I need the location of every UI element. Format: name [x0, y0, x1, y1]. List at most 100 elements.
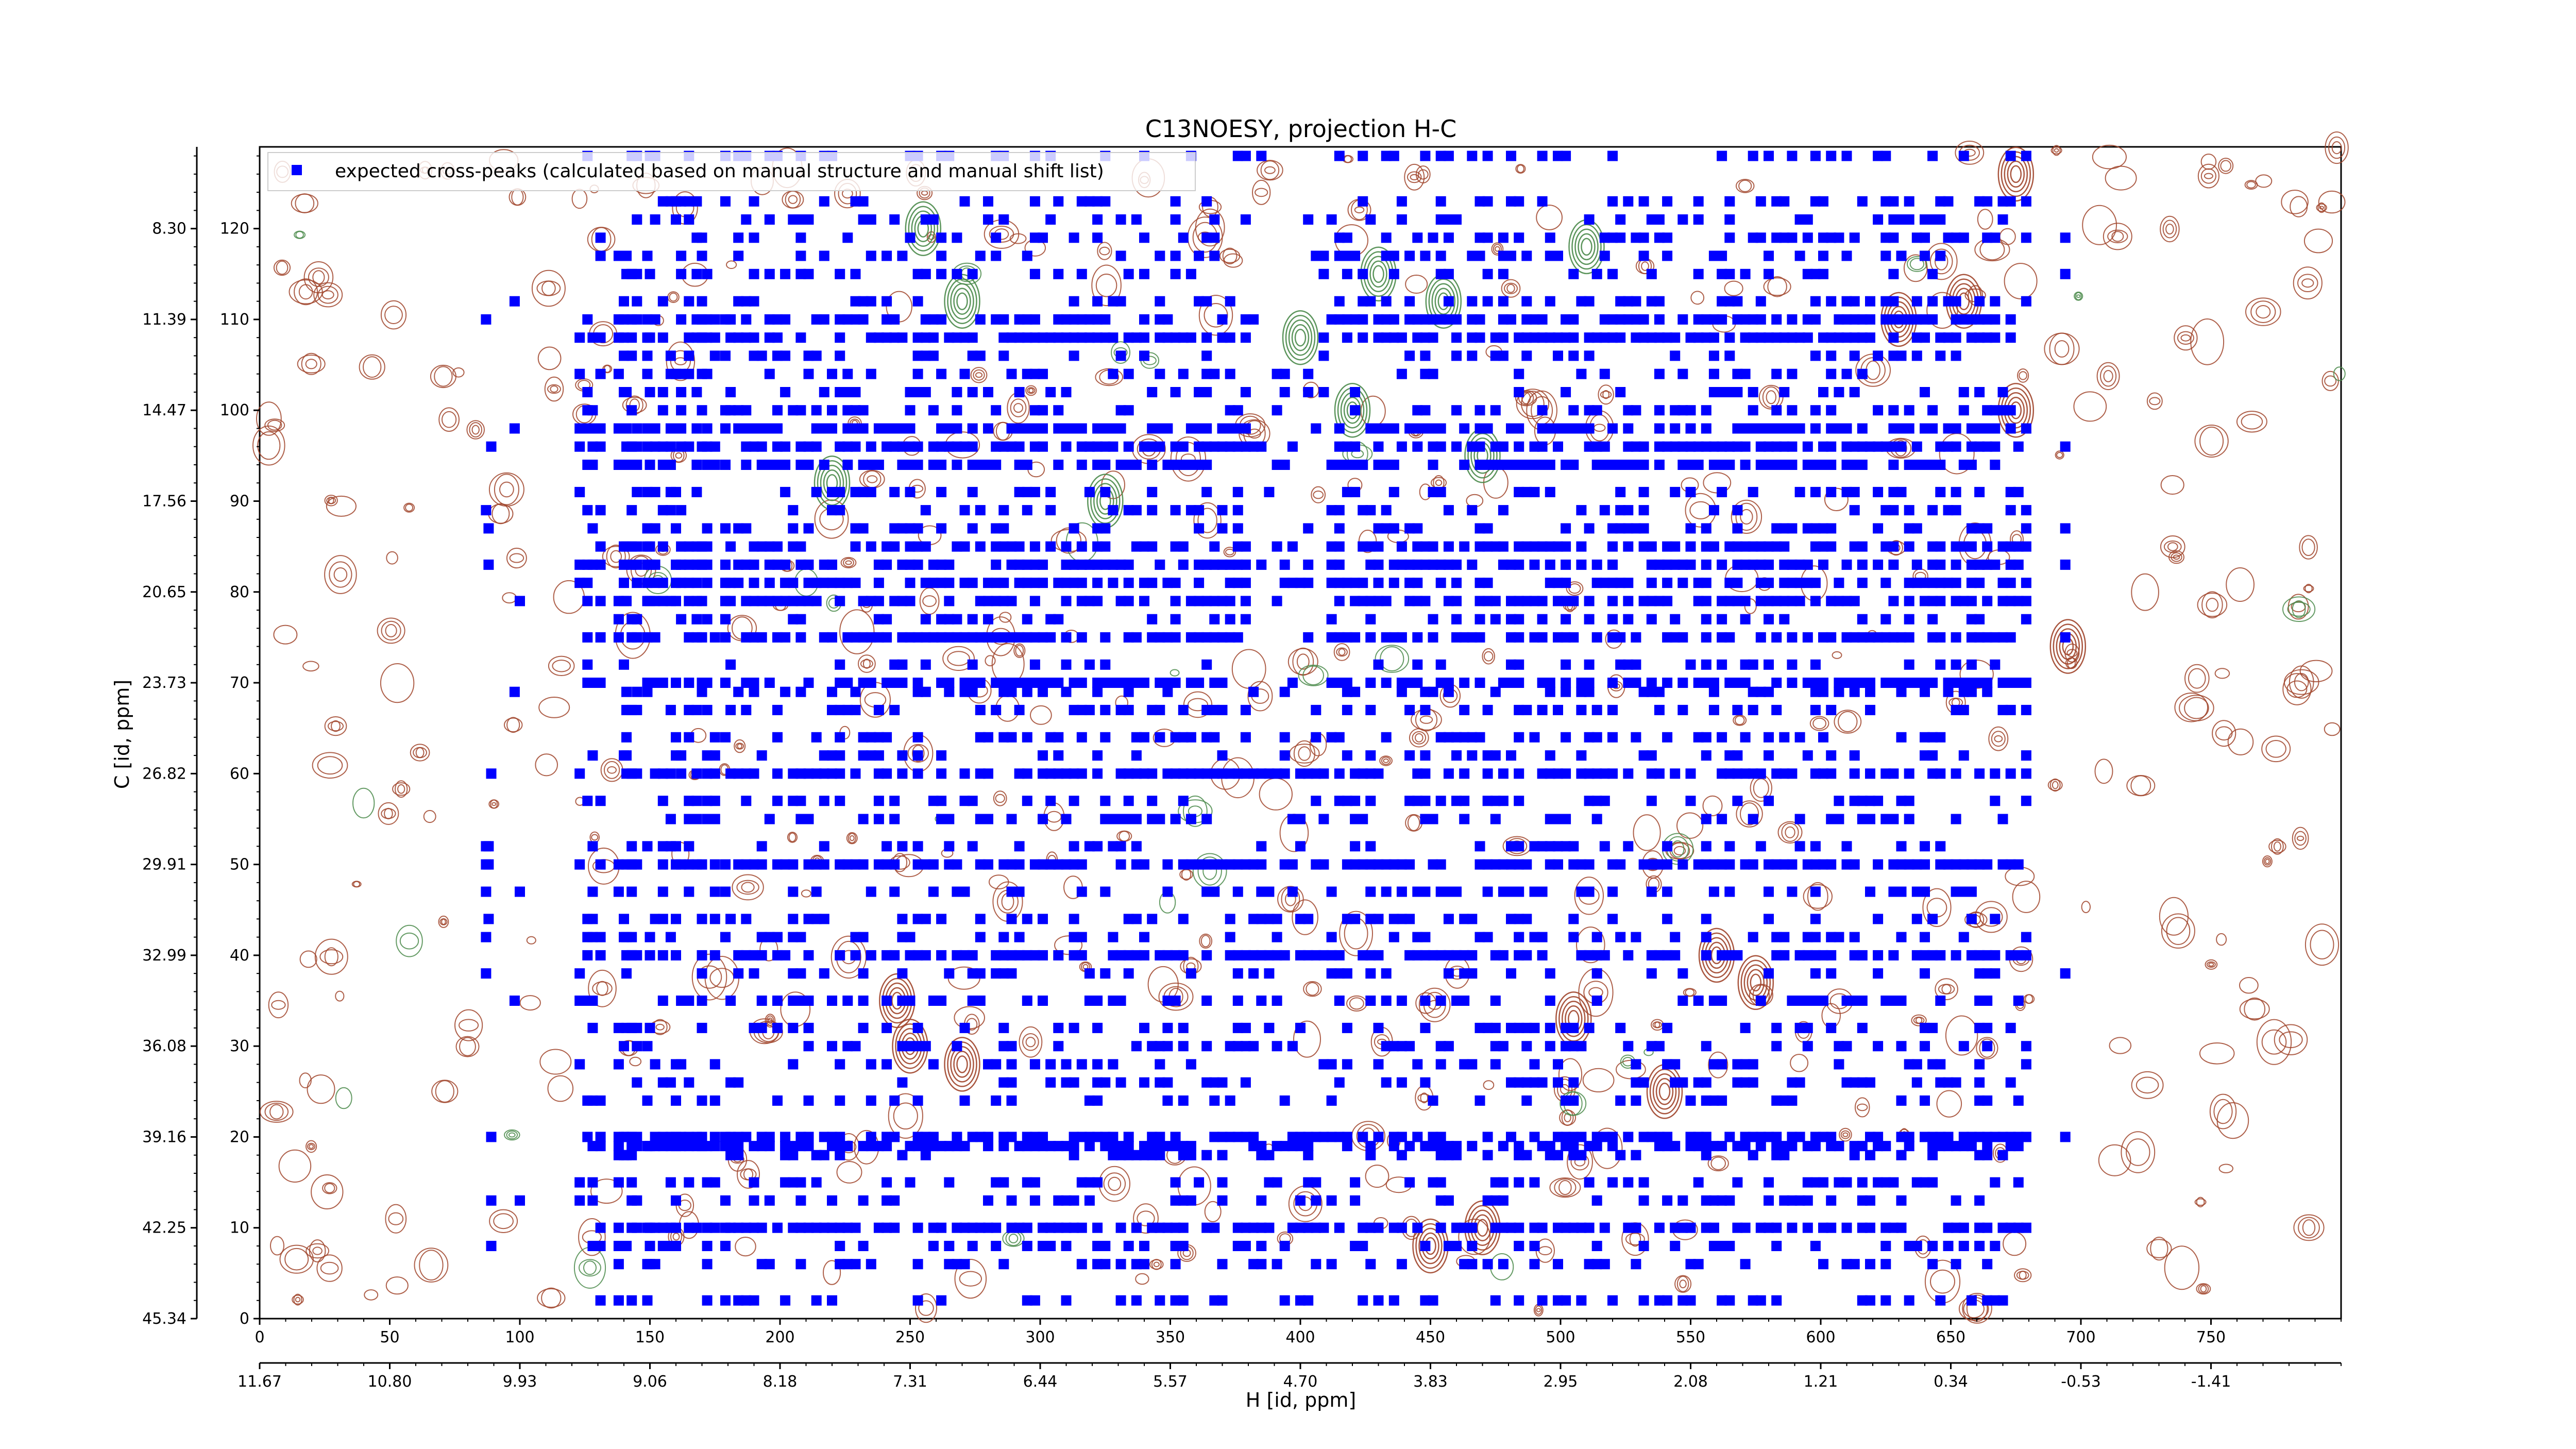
cross-peak-marker — [697, 296, 707, 307]
cross-peak-marker — [1076, 460, 1087, 470]
cross-peak-marker — [897, 914, 908, 924]
contour-ring — [403, 502, 415, 513]
cross-peak-marker — [665, 350, 676, 361]
cross-peak-marker — [1443, 768, 1454, 779]
cross-peak-marker — [1412, 578, 1423, 588]
cross-peak-marker — [1131, 1295, 1142, 1306]
contour-ring — [2001, 151, 2031, 197]
cross-peak-marker — [1514, 632, 1524, 643]
cross-peak-marker — [835, 578, 845, 588]
contour-ring — [2289, 665, 2314, 699]
cross-peak-marker — [1092, 1222, 1103, 1233]
cross-peak-marker — [1545, 1141, 1555, 1152]
cross-peak-marker — [1670, 423, 1681, 434]
cross-peak-marker — [944, 1141, 955, 1152]
contour-ring — [2304, 923, 2340, 966]
cross-peak-marker — [1443, 232, 1454, 243]
cross-peak-marker — [1022, 768, 1032, 779]
cross-peak-marker — [1724, 632, 1735, 643]
contour-ring — [1558, 1058, 1583, 1091]
cross-peak-marker — [1279, 1241, 1290, 1251]
cross-peak-marker — [1240, 578, 1251, 588]
cross-peak-marker — [858, 460, 869, 470]
cross-peak-marker — [944, 559, 955, 570]
cross-peak-marker — [595, 541, 606, 552]
cross-peak-marker — [1568, 1077, 1579, 1088]
cross-peak-marker — [756, 950, 767, 961]
cross-peak-marker — [684, 350, 694, 361]
cross-peak-marker — [1388, 460, 1399, 470]
cross-peak-marker — [671, 1095, 681, 1106]
cross-peak-marker — [1537, 1077, 1548, 1088]
contour-ring — [2287, 601, 2311, 617]
cross-peak-marker — [642, 1095, 653, 1106]
cross-peak-marker — [889, 1195, 900, 1206]
contour-ring — [317, 756, 343, 775]
contour-ring — [2281, 190, 2309, 214]
contour-ring — [278, 1149, 312, 1183]
cross-peak-marker — [944, 686, 955, 697]
cross-peak-marker — [1139, 1077, 1149, 1088]
cross-peak-marker — [1131, 505, 1142, 516]
cross-peak-marker — [1631, 1259, 1641, 1270]
cross-peak-marker — [720, 632, 731, 643]
cross-peak-marker — [1834, 814, 1844, 824]
contour-ring — [1133, 1203, 1159, 1234]
cross-peak-marker — [1662, 841, 1673, 852]
cross-peak-marker — [1764, 559, 1774, 570]
contour-ring — [893, 1102, 918, 1130]
contour-ring — [333, 567, 348, 582]
cross-peak-marker — [720, 1195, 731, 1206]
cross-peak-marker — [897, 768, 908, 779]
cross-peak-marker — [1342, 678, 1352, 688]
contour-ring — [1420, 1092, 1429, 1104]
contour-ring — [1013, 643, 1026, 658]
cross-peak-marker — [1264, 1022, 1275, 1033]
cross-peak-marker — [657, 1141, 668, 1152]
cross-peak-marker — [1561, 523, 1571, 534]
cross-peak-marker — [1553, 1259, 1563, 1270]
cross-peak-marker — [1256, 441, 1267, 452]
cross-peak-marker — [574, 768, 585, 779]
cross-peak-marker — [1865, 332, 1875, 343]
cross-peak-marker — [858, 1141, 869, 1152]
cross-peak-marker — [1701, 596, 1711, 606]
contour-ring — [455, 1036, 480, 1057]
cross-peak-marker — [1420, 996, 1431, 1006]
cross-peak-marker — [621, 250, 632, 261]
cross-peak-marker — [1740, 732, 1751, 743]
cross-peak-marker — [1326, 1095, 1337, 1106]
cross-peak-marker — [1646, 886, 1657, 897]
contour-ring — [1095, 274, 1117, 297]
contour-ring — [1015, 645, 1024, 656]
cross-peak-marker — [1873, 523, 1884, 534]
cross-peak-marker — [1061, 632, 1072, 643]
cross-peak-marker — [827, 686, 837, 697]
cross-peak-marker — [1834, 578, 1844, 588]
cross-peak-marker — [780, 350, 791, 361]
contour-ring — [1936, 1090, 1962, 1118]
contour-ring — [1151, 1259, 1162, 1270]
cross-peak-marker — [657, 950, 668, 961]
cross-peak-marker — [850, 1041, 861, 1052]
cross-peak-marker — [642, 441, 653, 452]
cross-peak-marker — [1638, 486, 1649, 497]
contour-ring — [1736, 800, 1763, 828]
cross-peak-marker — [1100, 196, 1111, 207]
cross-peak-marker — [595, 250, 606, 261]
cross-peak-marker — [1217, 1150, 1228, 1160]
cross-peak-marker — [595, 1132, 606, 1142]
cross-peak-marker — [912, 686, 923, 697]
cross-peak-marker — [1717, 559, 1727, 570]
cross-peak-marker — [975, 541, 986, 552]
cross-peak-marker — [684, 841, 694, 852]
cross-peak-marker — [709, 632, 720, 643]
contour-ring — [305, 359, 317, 369]
contour-ring — [1030, 705, 1052, 725]
cross-peak-marker — [920, 632, 931, 643]
cross-peak-marker — [1248, 686, 1259, 697]
cross-peak-marker — [613, 1141, 624, 1152]
cross-peak-marker — [1537, 441, 1548, 452]
contour-ring — [2241, 414, 2263, 430]
contour-ring — [2094, 759, 2113, 784]
